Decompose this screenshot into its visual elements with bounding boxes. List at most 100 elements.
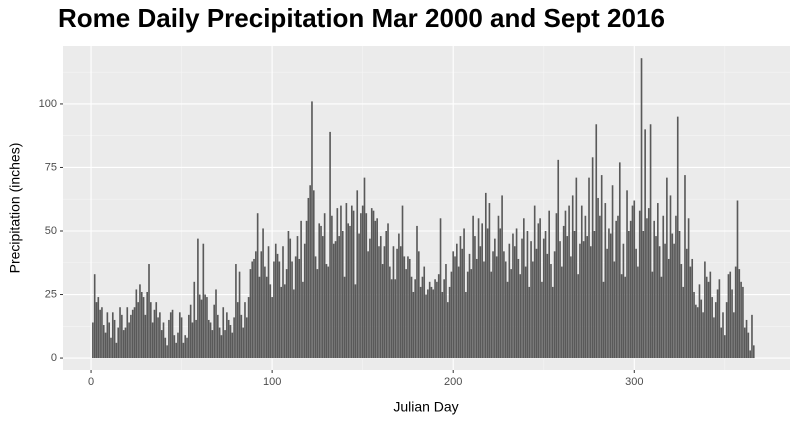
bar bbox=[150, 302, 152, 359]
bar bbox=[526, 230, 529, 359]
bar bbox=[642, 230, 645, 359]
bar bbox=[606, 248, 608, 359]
bar bbox=[207, 319, 210, 359]
bar bbox=[716, 289, 719, 359]
bar bbox=[537, 223, 540, 359]
bar bbox=[571, 195, 574, 359]
bar bbox=[669, 195, 672, 359]
bar bbox=[667, 258, 670, 359]
bar bbox=[479, 246, 482, 359]
bar bbox=[539, 218, 541, 359]
x-tick-label: 300 bbox=[625, 376, 643, 388]
bar bbox=[171, 309, 174, 359]
bar bbox=[387, 223, 389, 359]
bar bbox=[657, 203, 659, 359]
bar bbox=[240, 314, 243, 359]
bar bbox=[733, 312, 735, 359]
bar bbox=[573, 230, 576, 359]
bar bbox=[673, 243, 675, 359]
bar bbox=[734, 266, 737, 359]
bar bbox=[414, 279, 416, 359]
bar bbox=[256, 213, 259, 359]
bar bbox=[725, 302, 728, 359]
bar bbox=[635, 248, 637, 359]
bar bbox=[111, 312, 114, 359]
bar bbox=[544, 230, 547, 359]
bar bbox=[466, 271, 469, 359]
bar bbox=[269, 284, 272, 359]
bar bbox=[235, 264, 237, 359]
bar bbox=[198, 294, 201, 359]
bar bbox=[249, 269, 252, 359]
bar bbox=[742, 286, 744, 359]
bar bbox=[559, 241, 561, 359]
bar bbox=[264, 266, 266, 359]
bar bbox=[624, 276, 627, 359]
bar bbox=[202, 243, 205, 359]
bar bbox=[260, 251, 263, 359]
bar bbox=[311, 101, 313, 359]
bar bbox=[434, 279, 436, 359]
bar bbox=[97, 297, 100, 359]
bar bbox=[638, 210, 641, 359]
bar bbox=[740, 281, 742, 359]
bar bbox=[93, 274, 96, 359]
bar bbox=[108, 322, 110, 359]
bar bbox=[533, 205, 536, 359]
bar bbox=[374, 220, 377, 359]
bar bbox=[350, 205, 353, 359]
bar bbox=[329, 131, 331, 359]
bar bbox=[148, 264, 150, 359]
bar bbox=[142, 297, 145, 359]
bar bbox=[265, 276, 268, 359]
x-tick-label: 200 bbox=[444, 376, 462, 388]
bar bbox=[188, 314, 190, 359]
bar bbox=[515, 228, 518, 359]
bar bbox=[305, 220, 308, 359]
bar bbox=[157, 317, 159, 359]
bar bbox=[354, 284, 357, 359]
bar bbox=[271, 297, 273, 359]
bar bbox=[528, 286, 531, 359]
bar bbox=[204, 294, 206, 359]
bar bbox=[477, 218, 480, 359]
bar bbox=[217, 314, 219, 359]
bar bbox=[696, 307, 699, 359]
bar bbox=[486, 228, 489, 359]
bar bbox=[510, 269, 512, 359]
bar bbox=[131, 309, 134, 359]
bar bbox=[345, 203, 348, 359]
bar bbox=[631, 205, 634, 359]
bar bbox=[644, 129, 646, 359]
bar bbox=[164, 337, 167, 359]
bar bbox=[211, 330, 214, 359]
bar bbox=[316, 269, 319, 359]
bar bbox=[450, 271, 453, 359]
bar bbox=[376, 218, 378, 359]
bar bbox=[370, 208, 373, 359]
bar bbox=[637, 266, 639, 359]
bar bbox=[647, 208, 650, 359]
bar bbox=[405, 269, 407, 359]
bar bbox=[173, 335, 176, 359]
bar bbox=[535, 248, 538, 359]
bar bbox=[653, 220, 656, 359]
bar bbox=[579, 243, 581, 359]
bar bbox=[287, 230, 290, 359]
bar bbox=[532, 261, 534, 359]
bar bbox=[416, 225, 418, 359]
bar bbox=[488, 203, 491, 359]
bar bbox=[651, 271, 654, 359]
bar bbox=[702, 312, 704, 359]
bar bbox=[722, 312, 724, 359]
bar bbox=[115, 342, 118, 359]
y-tick-label: 0 bbox=[51, 352, 57, 364]
bar bbox=[727, 274, 730, 359]
bar bbox=[718, 279, 721, 359]
bar bbox=[229, 325, 232, 359]
bar bbox=[117, 327, 120, 359]
bar bbox=[213, 304, 216, 359]
bar bbox=[298, 258, 301, 359]
bar bbox=[159, 312, 161, 359]
